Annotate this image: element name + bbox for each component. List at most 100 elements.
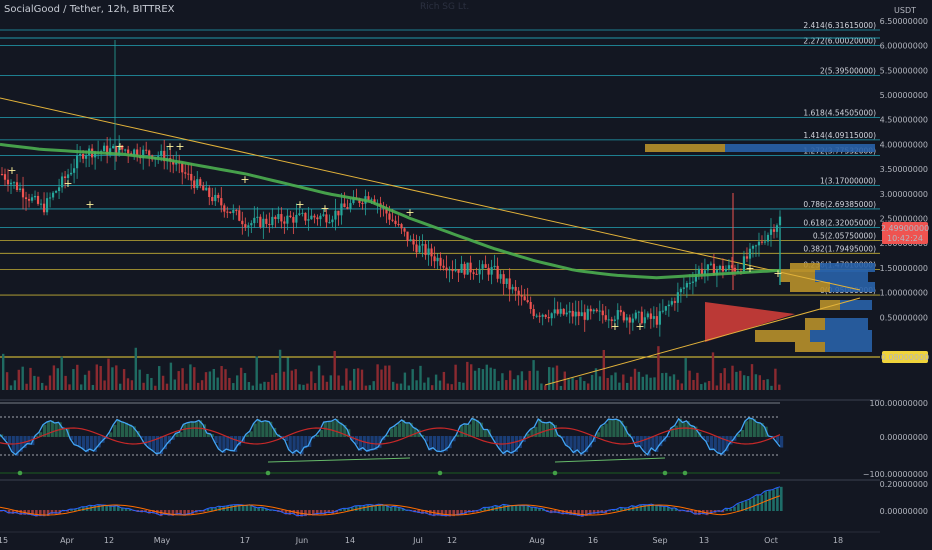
candle-body (691, 281, 694, 283)
candle-body (565, 312, 568, 315)
volume-bar (5, 372, 9, 390)
volume-bar (189, 364, 192, 390)
candle-body (475, 273, 478, 275)
oscillator-pane[interactable]: 100.00000000 0.00000000 −100.00000000 (0, 399, 928, 479)
osc-hist-bar (585, 436, 589, 453)
candle-body (715, 269, 719, 276)
volume-bar (294, 369, 297, 390)
macd-hist-bar (620, 507, 623, 511)
volume-bar (758, 375, 761, 390)
candle-body (142, 149, 145, 159)
macd-hist-bar (592, 510, 596, 514)
macd-hist-bar (401, 508, 405, 511)
volume-bar (719, 373, 722, 390)
osc-hist-bar (409, 422, 413, 437)
fib-label: 0.382(1.79495000) (803, 244, 876, 253)
candle-body (760, 241, 764, 243)
candle-body (673, 301, 676, 303)
candle-body (175, 162, 178, 165)
volume-bar (306, 383, 309, 390)
time-tick: 18 (833, 536, 843, 545)
osc-hist-bar (666, 436, 671, 438)
macd-hist-bar (97, 504, 101, 511)
macd-hist-bar (210, 507, 214, 511)
volume-bar (700, 384, 703, 390)
macd-hist-bar (663, 506, 666, 511)
candle-body (625, 317, 628, 321)
osc-hist-bar (97, 436, 101, 448)
osc-hist-bar (674, 425, 678, 437)
candle-body (535, 315, 538, 317)
osc-hist-bar (195, 422, 199, 437)
vp-blue-bar (830, 282, 875, 292)
osc-hist-bar (717, 436, 721, 454)
osc-hist-bar (284, 436, 288, 441)
candle-body (48, 197, 52, 199)
volume-bar (380, 369, 383, 390)
candle-body (238, 210, 241, 221)
volume-bar (216, 377, 219, 390)
candle-body (292, 217, 295, 223)
macd-hist-bar (105, 505, 108, 511)
macd-hist-bar (183, 510, 186, 516)
candle-body (63, 176, 67, 178)
osc-dot (265, 470, 271, 476)
candle-body (229, 211, 232, 213)
volume-bar (33, 375, 36, 390)
macd-hist-bar (374, 505, 377, 511)
candle-body (439, 257, 442, 266)
volume-bar (427, 377, 430, 390)
macd-pane[interactable]: 0.20000000 0.00000000 (0, 479, 928, 517)
osc-hist-bar (132, 426, 136, 437)
volume-bar (282, 371, 286, 390)
volume-bar (185, 383, 188, 390)
candle-body (466, 262, 469, 275)
volume-bar (360, 369, 364, 390)
osc-hist-bar (565, 436, 569, 446)
candle-body (27, 199, 31, 201)
macd-hist-bar (245, 505, 249, 511)
macd-hist-bar (588, 510, 592, 515)
candle-body (199, 179, 202, 186)
volume-bar (680, 383, 683, 390)
vp-blue-bar (825, 342, 872, 352)
macd-tick: 0.00000000 (880, 507, 928, 516)
time-tick: 14 (345, 536, 355, 545)
volume-bar (403, 372, 407, 390)
candle-body (184, 172, 187, 174)
osc-hist-bar (210, 434, 214, 437)
osc-hist-bar (343, 424, 347, 437)
macd-hist-bar (698, 510, 701, 515)
osc-hist-bar (85, 436, 89, 453)
candle-body (577, 311, 580, 317)
candle-body (460, 263, 463, 273)
macd-hist-bar (7, 510, 11, 514)
time-axis[interactable]: 15 Apr 12 May 17 Jun 14 Jul 12 Aug 16 Sep 13 Oct 18 (0, 531, 880, 545)
macd-hist-bar (113, 506, 116, 511)
vp-gold-bar (645, 144, 725, 152)
candle-body (136, 149, 139, 157)
osc-hist-bar (713, 436, 717, 451)
candle-body (9, 182, 13, 185)
candle-body (181, 162, 184, 173)
candle-body (259, 216, 262, 228)
volume-bar (302, 384, 305, 390)
symbol-title[interactable]: SocialGood / Tether, 12h, BITTREX (4, 4, 175, 15)
volume-bar (395, 383, 399, 390)
macd-hist-bar (666, 506, 670, 511)
macd-hist-bar (514, 505, 518, 511)
candle-body (30, 197, 34, 201)
candle-body (115, 145, 118, 156)
volume-bar (154, 385, 157, 390)
price-tick: 2.50000000 (880, 215, 928, 224)
price-axis[interactable]: 6.50000000 6.00000000 5.50000000 5.00000000… (880, 6, 930, 363)
candle-body (211, 197, 214, 202)
time-tick: Jun (295, 536, 309, 545)
volume-bar (130, 380, 134, 390)
osc-hist-bar (70, 436, 74, 440)
candle-body (403, 228, 406, 232)
signal-cross-mark: + (63, 177, 72, 190)
macd-hist-bar (378, 504, 381, 511)
